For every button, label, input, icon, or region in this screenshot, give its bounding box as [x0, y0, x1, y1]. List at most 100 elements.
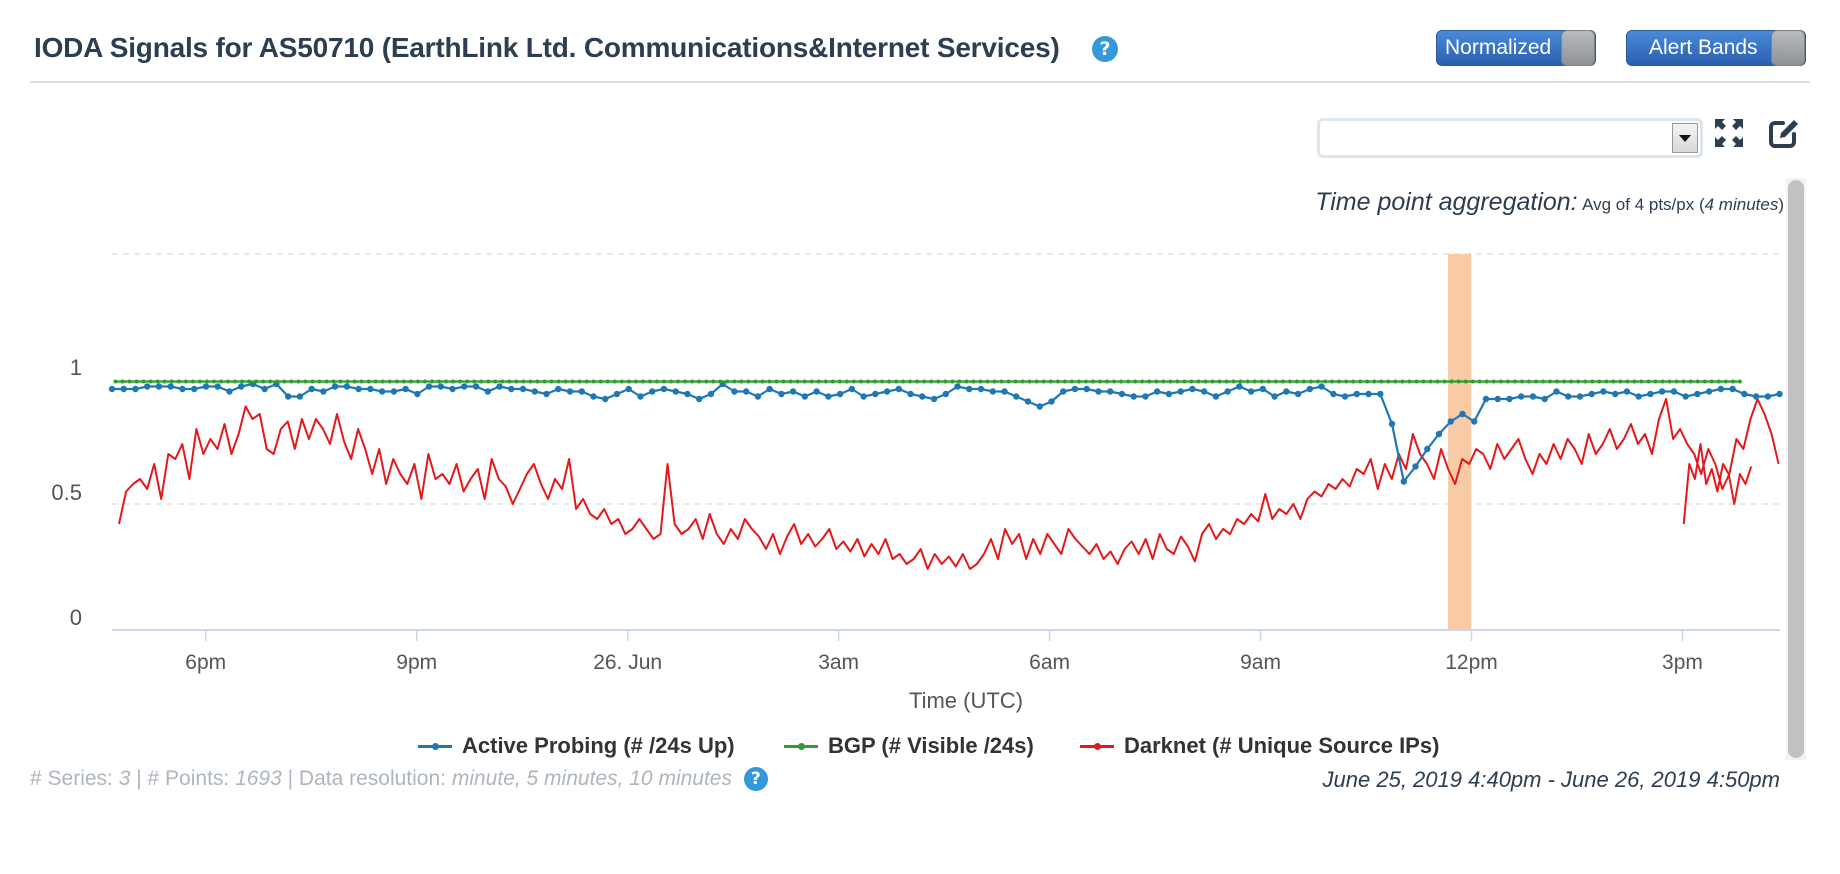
data-point-active-probing [261, 385, 268, 393]
data-point-active-probing [1271, 393, 1278, 400]
data-point-bgp [1098, 379, 1103, 384]
alert-bands-toggle[interactable]: Alert Bands [1626, 30, 1806, 66]
data-point-active-probing [1705, 388, 1713, 395]
data-point-bgp [1259, 379, 1264, 384]
data-point-bgp [479, 379, 484, 384]
data-point-active-probing [1518, 393, 1525, 400]
data-point-bgp [148, 379, 153, 384]
legend-label-darknet: Darknet (# Unique Source IPs) [1124, 733, 1440, 758]
data-point-bgp [795, 379, 800, 384]
data-point-active-probing [1095, 388, 1102, 395]
data-point-active-probing [1564, 393, 1572, 400]
data-point-bgp [999, 379, 1004, 384]
data-point-bgp [1048, 379, 1053, 384]
resolution-help-icon[interactable]: ? [743, 767, 768, 791]
data-point-bgp [1189, 379, 1194, 384]
data-point-active-probing [1106, 388, 1114, 395]
data-point-bgp [1526, 379, 1531, 384]
data-point-bgp [1006, 379, 1011, 384]
data-point-bgp [1358, 379, 1363, 384]
legend-item-bgp[interactable]: BGP (# Visible /24s) [784, 730, 1034, 762]
normalized-toggle[interactable]: Normalized [1436, 30, 1596, 66]
data-point-active-probing [1306, 385, 1314, 393]
edit-square-icon[interactable] [1767, 118, 1801, 150]
data-point-bgp [858, 379, 863, 384]
data-point-bgp [1555, 379, 1560, 384]
data-point-bgp [1400, 379, 1405, 384]
data-point-bgp [880, 379, 885, 384]
data-point-active-probing [202, 383, 210, 390]
data-point-active-probing [519, 385, 527, 393]
data-point-active-probing [1670, 388, 1678, 395]
data-point-bgp [1583, 379, 1588, 384]
data-point-bgp [584, 379, 589, 384]
help-icon[interactable]: ? [1092, 36, 1118, 62]
scrollbar-thumb[interactable] [1788, 180, 1804, 758]
data-point-bgp [282, 379, 287, 384]
data-point-active-probing [1001, 388, 1008, 395]
alert-bands-toggle-label: Alert Bands [1649, 36, 1758, 59]
data-point-bgp [591, 379, 596, 384]
data-point-active-probing [414, 390, 421, 398]
data-point-bgp [985, 379, 990, 384]
data-point-bgp [1632, 379, 1637, 384]
series-active-probing [108, 380, 1783, 485]
data-point-active-probing [742, 388, 750, 395]
data-point-bgp [1470, 379, 1475, 384]
data-point-bgp [908, 379, 913, 384]
chevron-down-icon[interactable] [1672, 123, 1698, 153]
legend-item-active-probing[interactable]: Active Probing (# /24s Up) [418, 730, 735, 762]
data-point-active-probing [296, 393, 304, 400]
data-point-bgp [788, 379, 793, 384]
data-point-bgp [380, 379, 385, 384]
data-point-active-probing [144, 383, 151, 390]
fullscreen-expand-icon[interactable] [1713, 117, 1745, 149]
data-point-active-probing [226, 388, 233, 395]
series-summary: # Series: 3 | # Points: 1693 | Data reso… [30, 767, 768, 792]
data-point-bgp [542, 379, 547, 384]
data-point-active-probing [1353, 390, 1361, 398]
data-point-bgp [1688, 379, 1693, 384]
data-point-active-probing [496, 383, 503, 390]
data-point-bgp [387, 379, 392, 384]
data-point-active-probing [1083, 385, 1090, 393]
data-point-active-probing [1153, 388, 1161, 395]
data-point-active-probing [649, 388, 656, 395]
data-point-bgp [718, 379, 723, 384]
data-point-bgp [1090, 379, 1095, 384]
data-point-bgp [226, 379, 231, 384]
signal-select[interactable] [1317, 118, 1703, 158]
data-point-bgp [1379, 379, 1384, 384]
data-point-active-probing [1189, 385, 1196, 393]
alert-bands-toggle-knob[interactable] [1771, 30, 1805, 66]
data-point-bgp [359, 379, 364, 384]
data-point-bgp [331, 379, 336, 384]
data-point-bgp [1034, 379, 1039, 384]
data-point-bgp [1315, 379, 1320, 384]
normalized-toggle-knob[interactable] [1561, 30, 1595, 66]
x-axis-title: Time (UTC) [909, 688, 1023, 713]
data-point-bgp [950, 379, 955, 384]
legend-item-darknet[interactable]: Darknet (# Unique Source IPs) [1080, 730, 1439, 762]
data-point-bgp [268, 379, 273, 384]
data-point-active-probing [390, 388, 398, 395]
data-point-bgp [1217, 379, 1222, 384]
series-darknet [118, 398, 1780, 570]
data-point-bgp [549, 379, 554, 384]
data-point-active-probing [660, 385, 668, 393]
data-point-bgp [1562, 379, 1567, 384]
data-point-bgp [1119, 379, 1124, 384]
data-point-active-probing [1541, 395, 1548, 403]
data-point-active-probing [1283, 388, 1290, 395]
data-point-bgp [1280, 379, 1285, 384]
data-point-bgp [1203, 379, 1208, 384]
data-point-bgp [781, 379, 786, 384]
data-point-bgp [366, 379, 371, 384]
data-point-active-probing [1635, 393, 1642, 400]
page-title: IODA Signals for AS50710 (EarthLink Ltd.… [34, 32, 1060, 64]
data-point-bgp [289, 379, 294, 384]
data-point-active-probing [1142, 393, 1149, 400]
data-point-bgp [521, 379, 526, 384]
data-point-bgp [1238, 379, 1243, 384]
